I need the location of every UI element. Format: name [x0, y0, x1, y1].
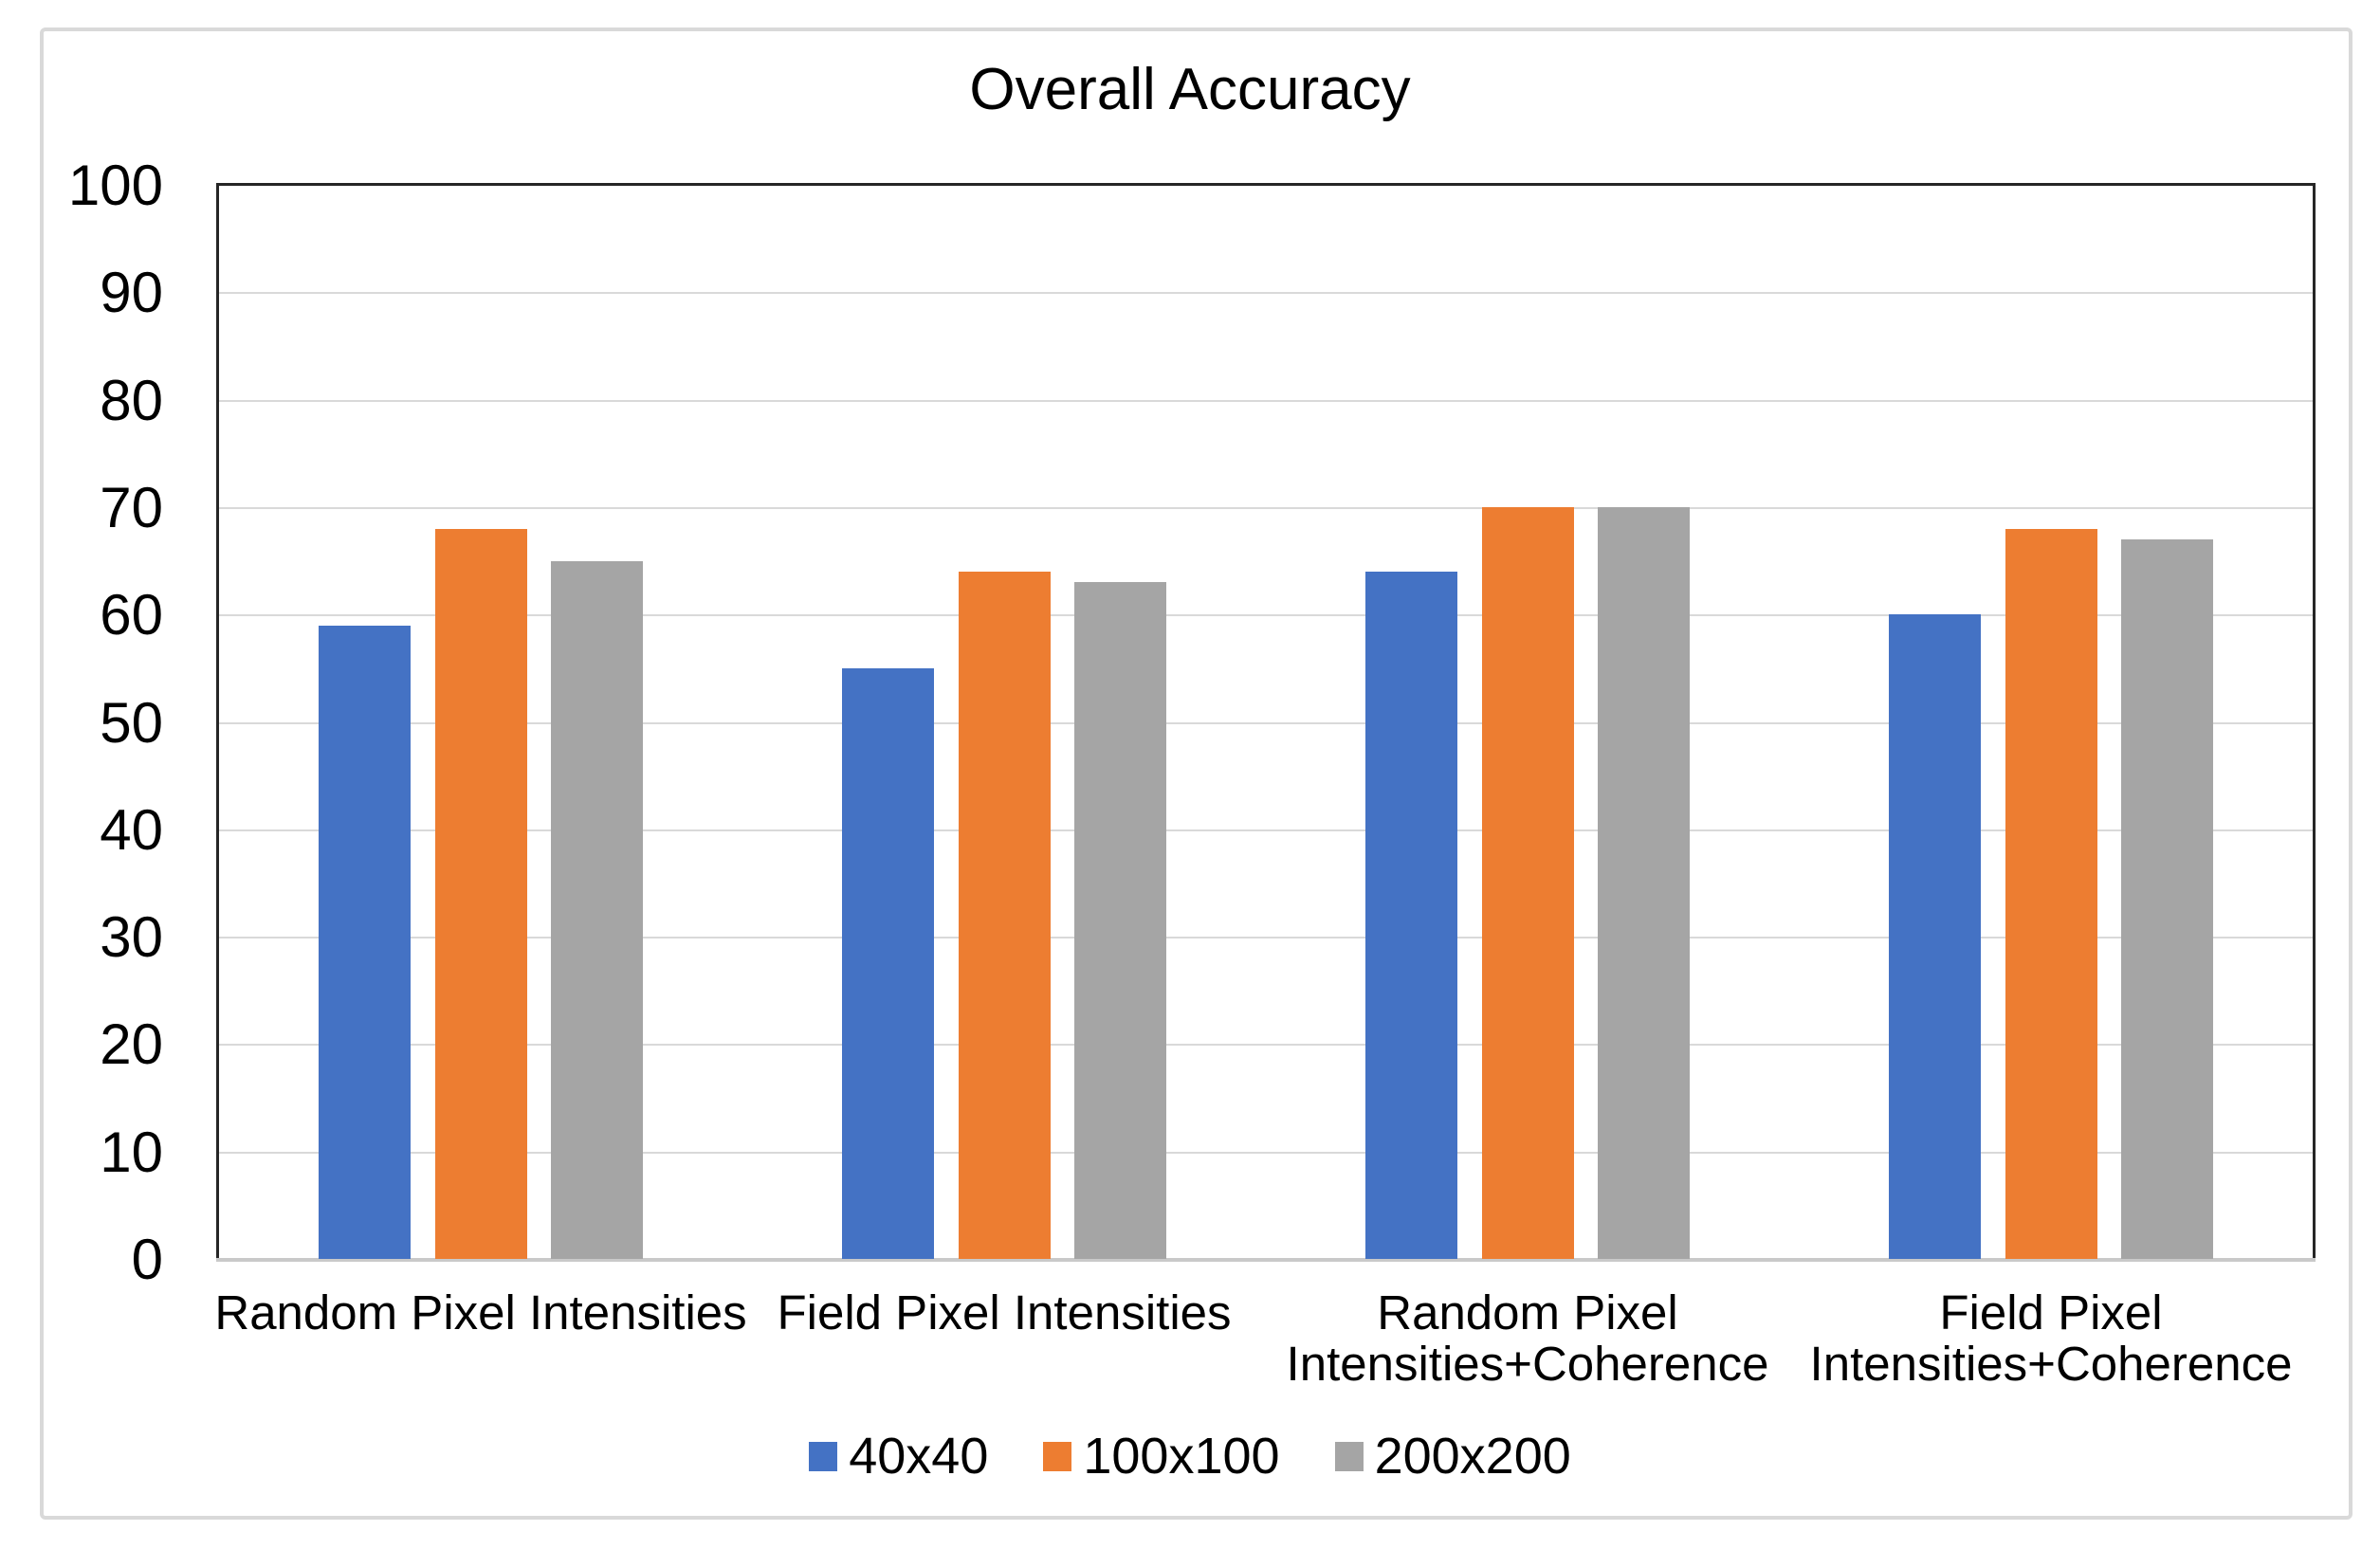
gridline [219, 292, 2313, 295]
y-tick-label: 70 [100, 475, 163, 539]
gridline [219, 614, 2313, 617]
bar-100x100 [2005, 528, 2097, 1259]
x-category-label: Random Pixel Intensities [214, 1285, 747, 1339]
gridline [219, 1044, 2313, 1047]
y-tick-label: 10 [100, 1120, 163, 1184]
legend-item: 200x200 [1334, 1428, 1571, 1485]
y-tick-label: 30 [100, 905, 163, 970]
y-tick-label: 40 [100, 797, 163, 862]
y-tick-label: 60 [100, 583, 163, 647]
y-tick-label: 90 [100, 261, 163, 325]
plot-border-right [2313, 186, 2316, 1260]
bar-100x100 [1481, 506, 1574, 1259]
y-tick-label: 20 [100, 1012, 163, 1077]
legend-swatch-200x200 [1334, 1441, 1364, 1471]
legend-label: 200x200 [1374, 1428, 1571, 1485]
plot-border-left [216, 186, 219, 1260]
bar-40x40 [319, 625, 411, 1259]
legend-item: 100x100 [1043, 1428, 1280, 1485]
chart-frame [40, 27, 2353, 1520]
bar-100x100 [958, 571, 1051, 1259]
legend-label: 40x40 [849, 1428, 989, 1485]
x-category-label: Field Pixel Intensities+Coherence [1809, 1285, 2293, 1391]
bar-40x40 [842, 667, 934, 1259]
gridline [219, 937, 2313, 939]
bar-200x200 [1598, 506, 1690, 1259]
y-tick-label: 50 [100, 690, 163, 755]
y-tick-label: 0 [131, 1228, 163, 1291]
plot-border-top [216, 183, 2316, 186]
legend-swatch-100x100 [1043, 1441, 1072, 1471]
gridline [219, 721, 2313, 724]
y-tick-label: 80 [100, 368, 163, 432]
chart-title: Overall Accuracy [969, 57, 1411, 122]
gridline [219, 829, 2313, 831]
x-category-label: Random Pixel Intensities+Coherence [1286, 1285, 1769, 1391]
bar-40x40 [1365, 571, 1457, 1259]
bar-200x200 [551, 560, 643, 1259]
bar-200x200 [2121, 538, 2213, 1259]
bar-40x40 [1889, 614, 1981, 1259]
legend-label: 100x100 [1083, 1428, 1280, 1485]
y-tick-label: 100 [67, 154, 163, 217]
gridline [219, 399, 2313, 402]
gridline [219, 1151, 2313, 1154]
bar-100x100 [434, 528, 527, 1259]
legend-swatch-40x40 [809, 1441, 838, 1471]
x-axis-line [216, 1258, 2316, 1262]
gridline [219, 506, 2313, 509]
x-category-label: Field Pixel Intensities [777, 1285, 1232, 1339]
bar-200x200 [1074, 582, 1166, 1259]
legend: 40x40 100x100 200x200 [0, 1427, 2380, 1485]
legend-item: 40x40 [809, 1428, 988, 1485]
